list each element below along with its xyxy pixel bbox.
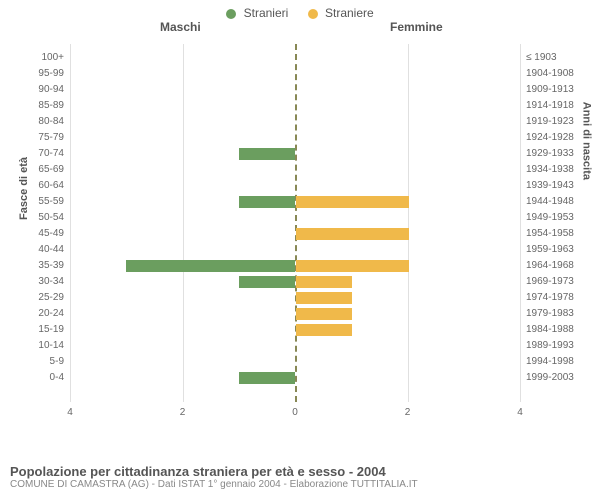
- birth-year-label: 1954-1958: [526, 228, 590, 239]
- birth-year-label: 1924-1928: [526, 132, 590, 143]
- age-label: 30-34: [12, 276, 64, 287]
- plot-area: 100+≤ 190395-991904-190890-941909-191385…: [70, 44, 520, 424]
- legend-male: Stranieri: [226, 6, 288, 20]
- subtitle-female: Femmine: [390, 20, 443, 34]
- bar-female: [296, 308, 352, 320]
- chart-row: 75-791924-1928: [70, 130, 520, 146]
- bar-female: [296, 196, 409, 208]
- birth-year-label: 1964-1968: [526, 260, 590, 271]
- chart-row: 30-341969-1973: [70, 274, 520, 290]
- x-tick-label: 2: [405, 407, 411, 418]
- age-label: 55-59: [12, 196, 64, 207]
- legend-female-label: Straniere: [325, 6, 374, 20]
- x-tick-label: 0: [292, 407, 298, 418]
- x-tick-label: 2: [180, 407, 186, 418]
- bar-female: [296, 228, 409, 240]
- x-tick-label: 4: [517, 407, 523, 418]
- chart-row: 20-241979-1983: [70, 306, 520, 322]
- footer-title: Popolazione per cittadinanza straniera p…: [10, 464, 418, 479]
- age-label: 25-29: [12, 292, 64, 303]
- age-label: 0-4: [12, 372, 64, 383]
- chart-row: 80-841919-1923: [70, 114, 520, 130]
- birth-year-label: 1914-1918: [526, 100, 590, 111]
- age-label: 40-44: [12, 244, 64, 255]
- birth-year-label: 1904-1908: [526, 68, 590, 79]
- chart-row: 25-291974-1978: [70, 290, 520, 306]
- age-label: 10-14: [12, 340, 64, 351]
- chart-row: 65-691934-1938: [70, 162, 520, 178]
- bar-female: [296, 276, 352, 288]
- legend: Stranieri Straniere: [0, 0, 600, 20]
- age-label: 75-79: [12, 132, 64, 143]
- bar-male: [239, 148, 295, 160]
- bar-female: [296, 324, 352, 336]
- birth-year-label: 1989-1993: [526, 340, 590, 351]
- legend-female-dot: [308, 9, 318, 19]
- age-label: 15-19: [12, 324, 64, 335]
- subtitle-male: Maschi: [160, 20, 201, 34]
- chart-row: 55-591944-1948: [70, 194, 520, 210]
- legend-female: Straniere: [308, 6, 374, 20]
- age-label: 65-69: [12, 164, 64, 175]
- chart-row: 45-491954-1958: [70, 226, 520, 242]
- age-label: 45-49: [12, 228, 64, 239]
- bar-male: [126, 260, 295, 272]
- age-label: 60-64: [12, 180, 64, 191]
- chart-container: Stranieri Straniere Maschi Femmine Fasce…: [0, 0, 600, 500]
- chart-row: 35-391964-1968: [70, 258, 520, 274]
- age-label: 90-94: [12, 84, 64, 95]
- birth-year-label: 1979-1983: [526, 308, 590, 319]
- birth-year-label: 1919-1923: [526, 116, 590, 127]
- chart-row: 40-441959-1963: [70, 242, 520, 258]
- x-tick-label: 4: [67, 407, 73, 418]
- birth-year-label: 1959-1963: [526, 244, 590, 255]
- chart-row: 60-641939-1943: [70, 178, 520, 194]
- chart-row: 100+≤ 1903: [70, 50, 520, 66]
- age-label: 20-24: [12, 308, 64, 319]
- bar-female: [296, 260, 409, 272]
- birth-year-label: 1984-1988: [526, 324, 590, 335]
- birth-year-label: 1994-1998: [526, 356, 590, 367]
- bar-female: [296, 292, 352, 304]
- birth-year-label: 1939-1943: [526, 180, 590, 191]
- chart-row: 70-741929-1933: [70, 146, 520, 162]
- birth-year-label: 1974-1978: [526, 292, 590, 303]
- footer-subtitle: COMUNE DI CAMASTRA (AG) - Dati ISTAT 1° …: [10, 479, 418, 490]
- chart-row: 95-991904-1908: [70, 66, 520, 82]
- age-label: 35-39: [12, 260, 64, 271]
- legend-male-label: Stranieri: [244, 6, 289, 20]
- age-label: 100+: [12, 52, 64, 63]
- bar-male: [239, 276, 295, 288]
- chart-row: 85-891914-1918: [70, 98, 520, 114]
- age-label: 50-54: [12, 212, 64, 223]
- birth-year-label: 1909-1913: [526, 84, 590, 95]
- age-label: 85-89: [12, 100, 64, 111]
- chart-row: 5-91994-1998: [70, 354, 520, 370]
- age-label: 80-84: [12, 116, 64, 127]
- age-label: 70-74: [12, 148, 64, 159]
- age-label: 95-99: [12, 68, 64, 79]
- chart-row: 50-541949-1953: [70, 210, 520, 226]
- chart-row: 10-141989-1993: [70, 338, 520, 354]
- footer: Popolazione per cittadinanza straniera p…: [10, 464, 418, 490]
- legend-male-dot: [226, 9, 236, 19]
- bar-male: [239, 196, 295, 208]
- chart-row: 90-941909-1913: [70, 82, 520, 98]
- age-label: 5-9: [12, 356, 64, 367]
- birth-year-label: ≤ 1903: [526, 52, 590, 63]
- bar-male: [239, 372, 295, 384]
- birth-year-label: 1944-1948: [526, 196, 590, 207]
- grid-line: [520, 44, 521, 402]
- birth-year-label: 1999-2003: [526, 372, 590, 383]
- birth-year-label: 1929-1933: [526, 148, 590, 159]
- subtitles: Maschi Femmine: [0, 20, 600, 38]
- birth-year-label: 1969-1973: [526, 276, 590, 287]
- birth-year-label: 1949-1953: [526, 212, 590, 223]
- birth-year-label: 1934-1938: [526, 164, 590, 175]
- chart-row: 15-191984-1988: [70, 322, 520, 338]
- chart-row: 0-41999-2003: [70, 370, 520, 386]
